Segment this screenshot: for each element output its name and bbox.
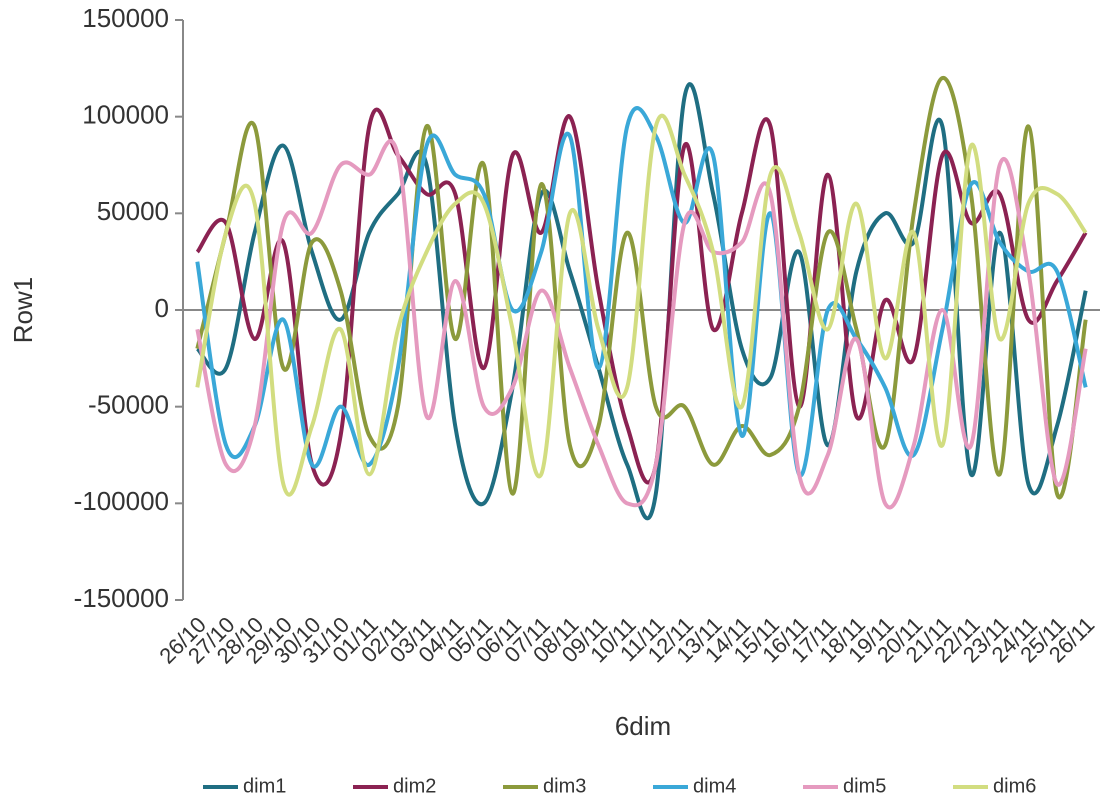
legend-label: dim6 [993,775,1036,797]
series-line [195,106,1088,478]
y-axis-title: Row1 [8,277,38,343]
x-axis-title: 6dim [615,711,671,741]
y-tick-label: -100000 [74,486,169,516]
series-line [195,139,1088,510]
y-tick-label: 150000 [82,3,169,33]
legend-label: dim4 [693,775,736,797]
legend-label: dim5 [843,775,886,797]
y-tick-label: -50000 [88,390,169,420]
series-line [195,113,1088,497]
y-tick-label: 0 [155,293,169,323]
series-line [195,76,1088,500]
y-tick-label: 50000 [97,196,169,226]
legend-label: dim1 [243,775,286,797]
legend-label: dim3 [543,775,586,797]
y-tick-label: 100000 [82,100,169,130]
legend-label: dim2 [393,775,436,797]
y-tick-label: -150000 [74,583,169,613]
